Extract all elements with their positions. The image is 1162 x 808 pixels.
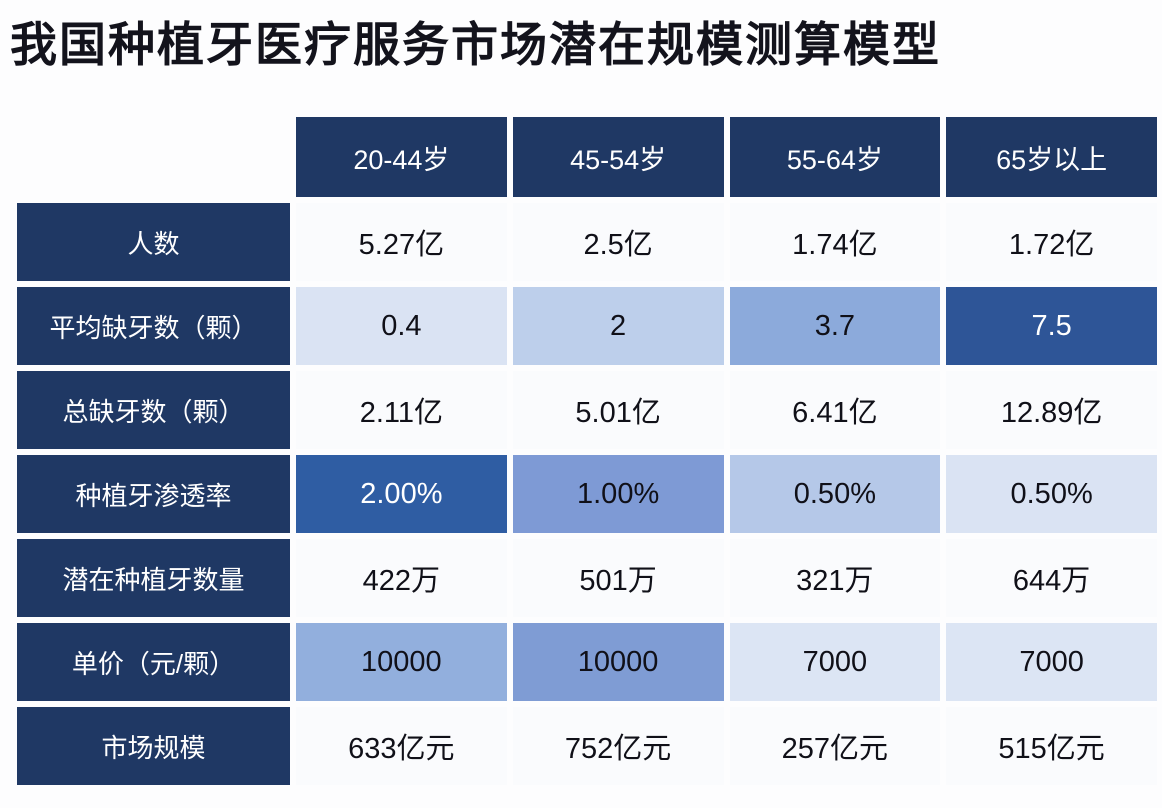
value-cell: 1.72亿 (946, 203, 1157, 281)
value-cell: 633亿元 (296, 707, 507, 785)
value-cell: 2 (512, 287, 724, 365)
value-cell: 422万 (296, 539, 507, 617)
value-cell: 2.11亿 (296, 371, 507, 449)
value-cell: 7.5 (946, 287, 1157, 365)
page-title: 我国种植牙医疗服务市场潜在规模测算模型 (10, 18, 941, 71)
value-cell: 7000 (946, 623, 1157, 701)
value-cell: 515亿元 (946, 707, 1157, 785)
row-label-market-size: 市场规模 (17, 707, 290, 785)
value-cell: 1.74亿 (729, 203, 941, 281)
value-cell: 10000 (512, 623, 724, 701)
value-cell: 5.27亿 (296, 203, 507, 281)
row-label-implant-penetration: 种植牙渗透率 (17, 455, 290, 533)
value-cell: 2.00% (296, 455, 507, 533)
column-header-20-44: 20-44岁 (296, 117, 507, 197)
value-cell: 1.00% (512, 455, 724, 533)
row-label-avg-missing-teeth: 平均缺牙数（颗） (17, 287, 290, 365)
value-cell: 0.50% (729, 455, 941, 533)
column-header-55-64: 55-64岁 (729, 117, 941, 197)
table-corner-spacer (17, 117, 290, 197)
row-label-total-missing-teeth: 总缺牙数（颗） (17, 371, 290, 449)
value-cell: 752亿元 (512, 707, 724, 785)
value-cell: 0.50% (946, 455, 1157, 533)
value-cell: 257亿元 (729, 707, 941, 785)
value-cell: 2.5亿 (512, 203, 724, 281)
value-cell: 644万 (946, 539, 1157, 617)
value-cell: 321万 (729, 539, 941, 617)
value-cell: 12.89亿 (946, 371, 1157, 449)
value-cell: 10000 (296, 623, 507, 701)
row-label-unit-price: 单价（元/颗） (17, 623, 290, 701)
row-label-population: 人数 (17, 203, 290, 281)
row-label-potential-implants: 潜在种植牙数量 (17, 539, 290, 617)
value-cell: 501万 (512, 539, 724, 617)
value-cell: 6.41亿 (729, 371, 941, 449)
value-cell: 0.4 (296, 287, 507, 365)
market-model-table: 20-44岁 45-54岁 55-64岁 65岁以上 人数 5.27亿 2.5亿… (17, 117, 1157, 785)
value-cell: 5.01亿 (512, 371, 724, 449)
column-header-45-54: 45-54岁 (512, 117, 724, 197)
column-header-65plus: 65岁以上 (946, 117, 1157, 197)
value-cell: 3.7 (729, 287, 941, 365)
value-cell: 7000 (729, 623, 941, 701)
